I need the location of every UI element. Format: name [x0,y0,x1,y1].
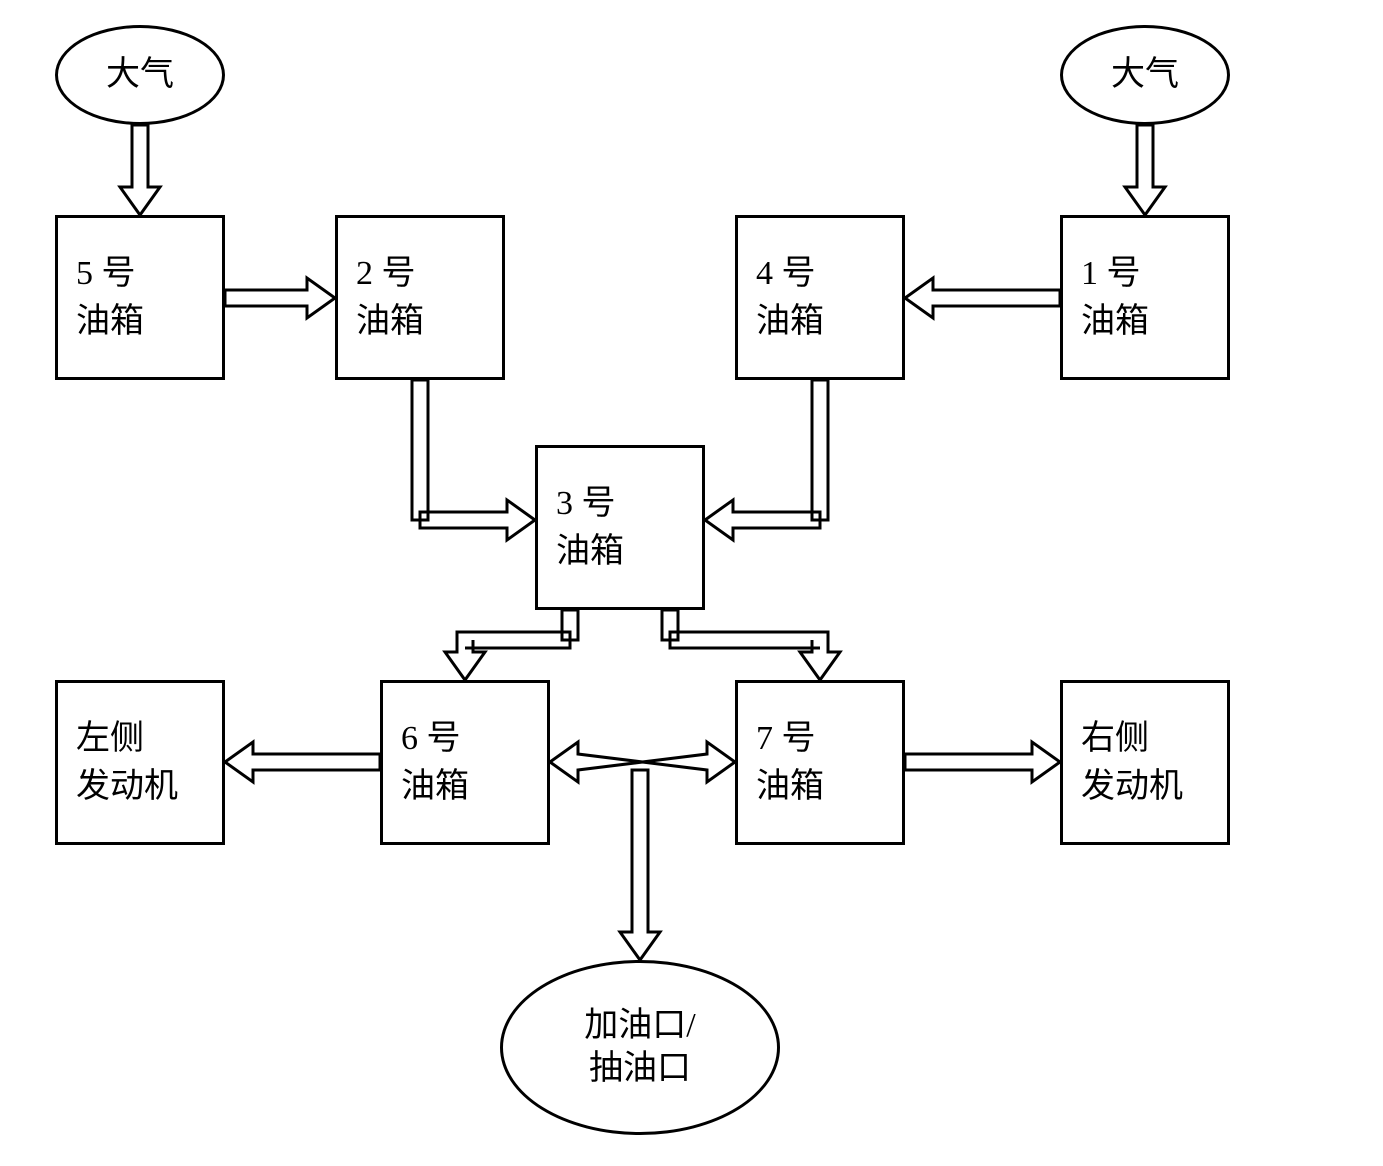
tank-7: 7 号油箱 [735,680,905,845]
node-label-line: 大气 [106,54,174,97]
fuel-port: 加油口/抽油口 [500,960,780,1135]
node-label-line: 4 号 [756,250,816,298]
tank-6: 6 号油箱 [380,680,550,845]
node-label-line: 油箱 [756,298,824,346]
node-label-line: 右侧 [1081,715,1149,763]
node-label-line: 油箱 [76,298,144,346]
node-label-line: 7 号 [756,715,816,763]
right-engine: 右侧发动机 [1060,680,1230,845]
node-label-line: 发动机 [76,763,178,811]
node-label-line: 油箱 [1081,298,1149,346]
node-label-line: 油箱 [556,528,624,576]
node-label-line: 5 号 [76,250,136,298]
node-label-line: 1 号 [1081,250,1141,298]
node-label-line: 2 号 [356,250,416,298]
tank-1: 1 号油箱 [1060,215,1230,380]
node-label-line: 油箱 [356,298,424,346]
tank-3: 3 号油箱 [535,445,705,610]
node-label-line: 油箱 [756,763,824,811]
tank-4: 4 号油箱 [735,215,905,380]
tank-5: 5 号油箱 [55,215,225,380]
node-label-line: 6 号 [401,715,461,763]
node-label-line: 抽油口 [589,1048,691,1091]
atmosphere-left: 大气 [55,25,225,125]
node-label-line: 发动机 [1081,763,1183,811]
node-label-line: 3 号 [556,480,616,528]
node-label-line: 左侧 [76,715,144,763]
atmosphere-right: 大气 [1060,25,1230,125]
node-label-line: 大气 [1111,54,1179,97]
node-label-line: 油箱 [401,763,469,811]
node-label-line: 加油口/ [584,1005,695,1048]
tank-2: 2 号油箱 [335,215,505,380]
left-engine: 左侧发动机 [55,680,225,845]
